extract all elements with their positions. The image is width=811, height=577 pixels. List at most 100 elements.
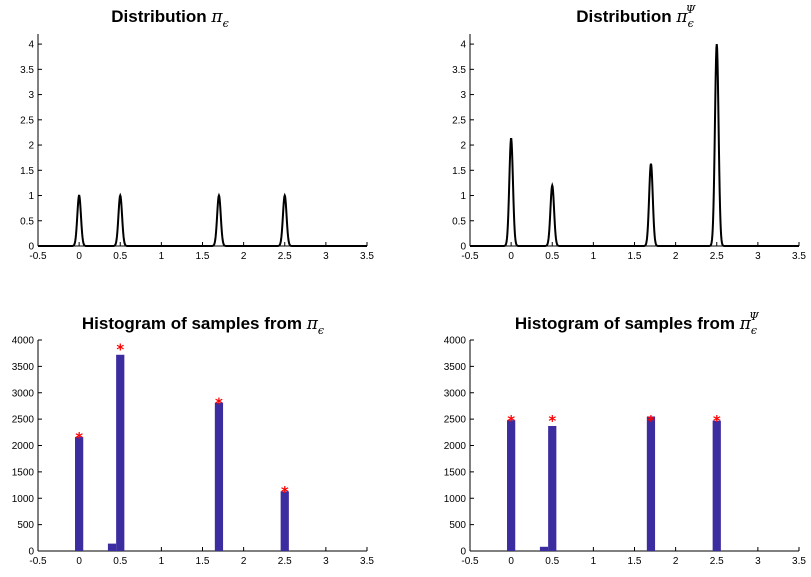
x-tick-label: 1 <box>159 556 165 567</box>
chart-panel-2: Distribution πϵΨ-0.5 0 0.5 1 1.5 2 2.5 3 3.500.5… <box>452 3 806 262</box>
y-tick-label: 2.5 <box>452 115 466 126</box>
x-tick-label: 3.5 <box>360 251 374 262</box>
x-tick-label: 2.5 <box>278 251 292 262</box>
title-symbol: π <box>306 314 319 334</box>
histogram-bar <box>507 420 516 551</box>
y-tick-label: 0 <box>460 547 466 558</box>
expected-count-marker: * <box>647 412 655 430</box>
y-tick-label: 4000 <box>444 336 467 347</box>
x-tick-label: 0 <box>76 556 82 567</box>
histogram-bar <box>646 416 656 551</box>
x-tick-label: 1 <box>591 251 597 262</box>
y-tick-label: 1 <box>460 191 466 202</box>
y-tick-label: 3500 <box>12 362 35 373</box>
expected-count-marker: * <box>281 483 289 501</box>
x-tick-label: -0.5 <box>29 556 47 567</box>
y-tick-label: 4 <box>28 40 34 51</box>
x-tick-label: 1 <box>591 556 597 567</box>
x-tick-label: 0 <box>508 251 514 262</box>
title-superscript: Ψ <box>686 3 696 16</box>
y-tick-label: 3.5 <box>452 65 466 76</box>
chart-title: Histogram of samples from πϵ <box>515 314 757 337</box>
y-tick-label: 500 <box>17 520 34 531</box>
y-tick-label: 1.5 <box>452 166 466 177</box>
y-tick-label: 1 <box>28 191 34 202</box>
x-tick-label: 3.5 <box>360 556 374 567</box>
x-tick-label: 1.5 <box>196 251 210 262</box>
chart-title: Histogram of samples from πϵ <box>82 314 324 337</box>
x-tick-label: 0.5 <box>545 251 559 262</box>
title-symbol: π <box>210 7 223 27</box>
y-tick-label: 2 <box>28 141 34 152</box>
x-tick-label: 1.5 <box>628 251 642 262</box>
x-tick-label: 0.5 <box>545 556 559 567</box>
y-tick-label: 0 <box>28 242 34 253</box>
title-symbol: π <box>675 7 688 27</box>
y-tick-label: 3 <box>28 90 34 101</box>
y-tick-label: 3500 <box>444 362 467 373</box>
histogram-bar <box>712 420 721 551</box>
x-tick-label: 3.5 <box>792 556 806 567</box>
title-subscript: ϵ <box>318 324 324 337</box>
x-tick-label: -0.5 <box>461 556 479 567</box>
histogram-bar <box>107 543 117 551</box>
expected-count-marker: * <box>548 412 556 430</box>
histogram-bar <box>548 425 557 551</box>
chart-panel-1: Distribution πϵ-0.5 0 0.5 1 1.5 2 2.5 3 3.500.51… <box>20 7 374 262</box>
x-tick-label: 2 <box>241 556 247 567</box>
y-tick-label: 3 <box>460 90 466 101</box>
title-subscript: ϵ <box>751 324 757 337</box>
y-tick-label: 2500 <box>12 415 35 426</box>
expected-count-marker: * <box>713 412 721 430</box>
histogram-bar <box>75 437 84 551</box>
x-tick-label: 3 <box>755 556 761 567</box>
expected-count-marker: * <box>75 429 83 447</box>
y-tick-label: 500 <box>449 520 466 531</box>
expected-count-marker: * <box>215 395 223 413</box>
x-tick-label: 3.5 <box>792 251 806 262</box>
chart-title: Distribution πϵ <box>111 7 228 30</box>
chart-panel-4: Histogram of samples from πϵΨ-0.5 0 0.5 1 1.… <box>444 310 807 567</box>
x-tick-label: 0.5 <box>113 556 127 567</box>
y-tick-label: 4 <box>460 40 466 51</box>
title-symbol: π <box>739 314 752 334</box>
chart-title-text: Histogram of samples from <box>515 314 740 333</box>
y-tick-label: 2000 <box>12 441 35 452</box>
histogram-bar <box>280 491 289 551</box>
chart-title-text: Distribution <box>111 7 211 26</box>
x-tick-label: 3 <box>323 251 329 262</box>
y-tick-label: 2.5 <box>20 115 34 126</box>
chart-title: Distribution πϵ <box>576 7 693 30</box>
title-superscript: Ψ <box>749 310 759 323</box>
x-tick-label: 2 <box>673 251 679 262</box>
chart-panel-3: Histogram of samples from πϵ-0.5 0 0.5 1 1.5… <box>12 314 375 567</box>
x-tick-label: 2.5 <box>278 556 292 567</box>
x-tick-label: -0.5 <box>29 251 47 262</box>
x-tick-label: 0 <box>508 556 514 567</box>
x-tick-label: 2 <box>673 556 679 567</box>
y-tick-label: 0 <box>460 242 466 253</box>
histogram-bar <box>539 546 549 551</box>
title-subscript: ϵ <box>688 17 694 30</box>
y-tick-label: 4000 <box>12 336 35 347</box>
y-tick-label: 1000 <box>12 494 35 505</box>
x-tick-label: -0.5 <box>461 251 479 262</box>
x-tick-label: 0.5 <box>113 251 127 262</box>
x-tick-label: 1.5 <box>196 556 210 567</box>
density-line <box>470 44 799 247</box>
expected-count-marker: * <box>507 412 515 430</box>
x-tick-label: 1.5 <box>628 556 642 567</box>
y-tick-label: 1.5 <box>20 166 34 177</box>
histogram-bar <box>214 402 224 551</box>
y-tick-label: 0 <box>28 547 34 558</box>
x-tick-label: 0 <box>76 251 82 262</box>
y-tick-label: 2500 <box>444 415 467 426</box>
y-tick-label: 1500 <box>444 467 467 478</box>
y-tick-label: 2000 <box>444 441 467 452</box>
x-tick-label: 3 <box>323 556 329 567</box>
x-tick-label: 2.5 <box>710 556 724 567</box>
y-tick-label: 3.5 <box>20 65 34 76</box>
density-line <box>38 192 367 247</box>
y-tick-label: 0.5 <box>452 216 466 227</box>
